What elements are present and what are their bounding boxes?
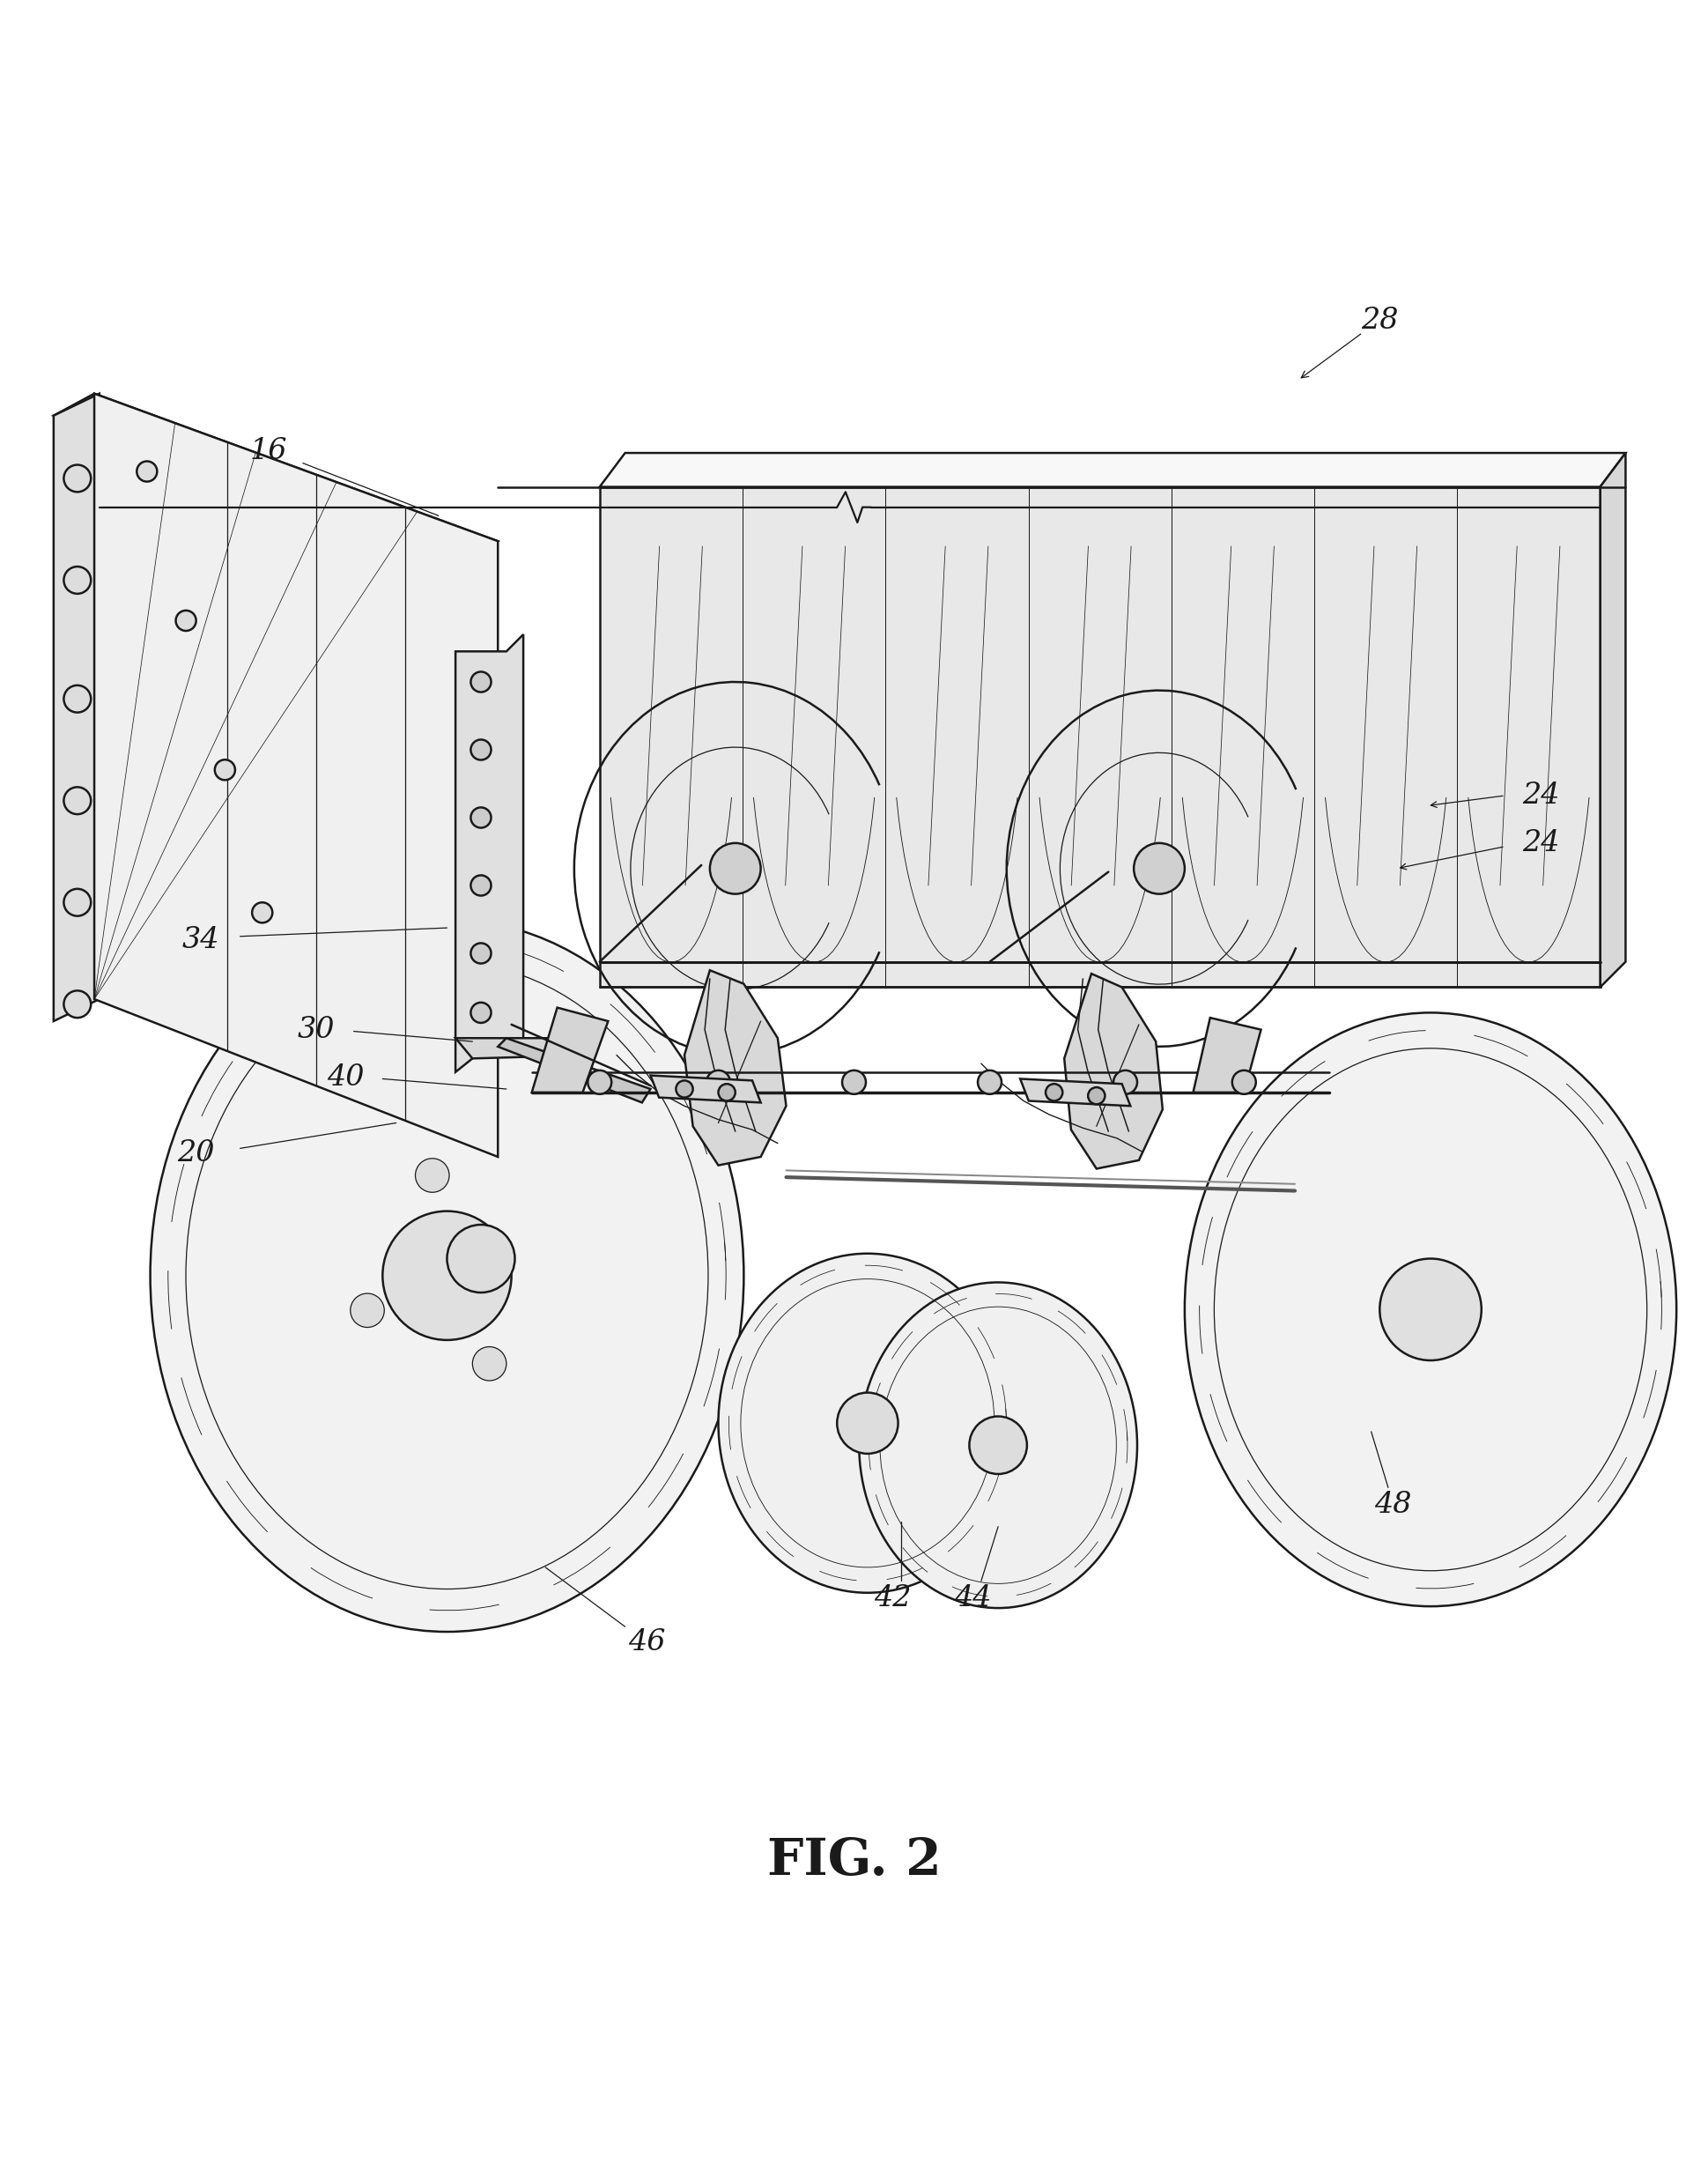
- Circle shape: [63, 786, 91, 815]
- Circle shape: [588, 1069, 611, 1093]
- Circle shape: [471, 1002, 492, 1024]
- Circle shape: [415, 1159, 449, 1191]
- Polygon shape: [600, 488, 1600, 987]
- Ellipse shape: [1185, 1013, 1677, 1607]
- Polygon shape: [685, 969, 786, 1165]
- Text: 16: 16: [251, 438, 287, 466]
- Text: 40: 40: [326, 1063, 364, 1091]
- Circle shape: [719, 1085, 736, 1100]
- Text: 46: 46: [629, 1627, 666, 1655]
- Circle shape: [970, 1416, 1027, 1475]
- Circle shape: [215, 760, 236, 780]
- Circle shape: [1134, 843, 1185, 893]
- Circle shape: [350, 1294, 384, 1326]
- Circle shape: [1114, 1069, 1138, 1093]
- Polygon shape: [1020, 1078, 1131, 1106]
- Circle shape: [63, 566, 91, 595]
- Circle shape: [137, 462, 157, 481]
- Ellipse shape: [719, 1255, 1016, 1592]
- Polygon shape: [94, 394, 499, 1157]
- Text: 44: 44: [955, 1583, 991, 1612]
- Text: FIG. 2: FIG. 2: [767, 1836, 941, 1886]
- Circle shape: [842, 1069, 866, 1093]
- Circle shape: [473, 1346, 506, 1381]
- Text: 34: 34: [183, 926, 220, 954]
- Circle shape: [63, 464, 91, 492]
- Circle shape: [711, 843, 760, 893]
- Polygon shape: [456, 634, 523, 1072]
- Circle shape: [63, 991, 91, 1017]
- Circle shape: [977, 1069, 1001, 1093]
- Circle shape: [676, 1080, 693, 1098]
- Circle shape: [253, 902, 272, 923]
- Circle shape: [471, 943, 492, 963]
- Ellipse shape: [859, 1283, 1138, 1607]
- Polygon shape: [499, 1039, 651, 1102]
- Text: 48: 48: [1375, 1490, 1413, 1518]
- Circle shape: [471, 876, 492, 895]
- Text: 42: 42: [874, 1583, 912, 1612]
- Polygon shape: [456, 1039, 591, 1059]
- Circle shape: [471, 671, 492, 693]
- Circle shape: [1231, 1069, 1255, 1093]
- Polygon shape: [53, 394, 499, 566]
- Polygon shape: [531, 1008, 608, 1093]
- Text: 30: 30: [297, 1015, 335, 1043]
- Polygon shape: [600, 453, 1626, 488]
- Text: 24: 24: [1522, 830, 1559, 858]
- Circle shape: [383, 1211, 511, 1339]
- Circle shape: [837, 1392, 898, 1453]
- Text: 20: 20: [178, 1139, 215, 1167]
- Circle shape: [1045, 1085, 1062, 1100]
- Ellipse shape: [150, 919, 743, 1631]
- Circle shape: [471, 808, 492, 828]
- Polygon shape: [1600, 453, 1626, 987]
- Circle shape: [447, 1224, 514, 1292]
- Circle shape: [176, 610, 196, 632]
- Text: 24: 24: [1522, 782, 1559, 810]
- Polygon shape: [1064, 974, 1163, 1170]
- Polygon shape: [651, 1076, 760, 1102]
- Circle shape: [63, 686, 91, 712]
- Circle shape: [1380, 1259, 1481, 1361]
- Text: 28: 28: [1361, 307, 1399, 335]
- Polygon shape: [53, 394, 99, 1021]
- Polygon shape: [1194, 1017, 1261, 1093]
- Circle shape: [1088, 1087, 1105, 1104]
- Circle shape: [471, 741, 492, 760]
- Circle shape: [63, 889, 91, 917]
- Circle shape: [707, 1069, 731, 1093]
